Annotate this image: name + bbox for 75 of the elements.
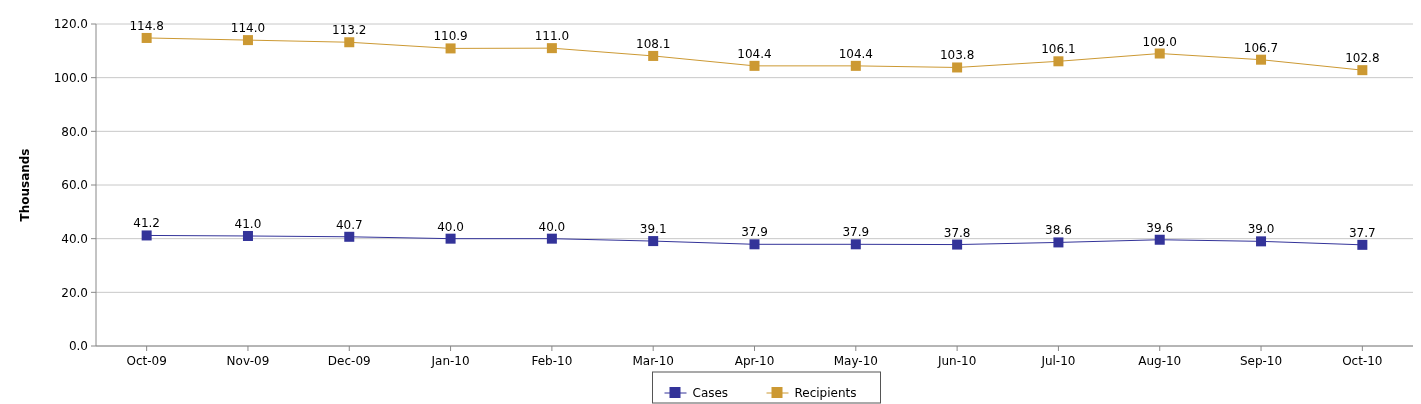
point <box>344 231 355 242</box>
data-label: 41.2 <box>133 216 161 231</box>
x-tick-label: Apr-10 <box>734 354 775 368</box>
y-tick-label: 80.0 <box>61 124 88 139</box>
x-tick-label: Aug-10 <box>1138 354 1182 368</box>
point <box>850 60 861 71</box>
x-tick-label: Dec-09 <box>327 354 371 368</box>
x-tick-label: Mar-10 <box>632 354 674 368</box>
data-label: 104.4 <box>737 46 772 61</box>
point <box>445 43 456 54</box>
point <box>445 233 456 244</box>
data-label: 102.8 <box>1345 51 1380 66</box>
point <box>1357 239 1368 250</box>
y-tick-label: 20.0 <box>61 285 88 300</box>
point <box>344 37 355 48</box>
x-tick-label: May-10 <box>833 354 878 368</box>
point <box>1357 65 1368 76</box>
point <box>546 233 557 244</box>
x-tick-label: Sep-10 <box>1239 354 1283 368</box>
x-tick-label: Oct-10 <box>1342 354 1383 368</box>
data-label: 106.7 <box>1243 40 1279 55</box>
point <box>749 60 760 71</box>
point <box>1256 236 1267 247</box>
x-tick-label: Jun-10 <box>936 354 977 368</box>
data-label: 37.8 <box>943 225 971 240</box>
data-label: 39.1 <box>639 222 667 237</box>
x-tick-label: Feb-10 <box>531 354 573 368</box>
point <box>749 239 760 250</box>
y-tick-label: 0.0 <box>68 339 88 354</box>
data-label: 38.6 <box>1045 223 1072 238</box>
point <box>1154 234 1165 245</box>
data-label: 37.9 <box>842 225 870 240</box>
y-axis-title: Thousands <box>18 148 32 222</box>
point <box>242 35 253 46</box>
data-label: 40.0 <box>437 219 464 234</box>
legend-label: Cases <box>692 386 729 401</box>
data-label: 113.2 <box>332 23 367 38</box>
point <box>952 239 963 250</box>
y-tick-label: 40.0 <box>61 231 88 246</box>
data-label: 104.4 <box>838 46 873 61</box>
point <box>952 62 963 73</box>
data-label: 39.0 <box>1247 222 1275 237</box>
x-tick-label: Nov-09 <box>226 354 270 368</box>
point <box>1053 237 1064 248</box>
point <box>850 239 861 250</box>
y-tick-label: 60.0 <box>61 178 88 193</box>
data-label: 114.0 <box>230 21 266 36</box>
point <box>242 230 253 241</box>
data-label: 37.7 <box>1348 225 1376 240</box>
y-tick-label: 100.0 <box>53 70 88 85</box>
data-label: 40.7 <box>335 217 363 232</box>
point <box>141 230 152 241</box>
point <box>1256 54 1267 65</box>
x-tick-label: Jul-10 <box>1040 354 1076 368</box>
point <box>546 43 557 54</box>
point <box>648 236 659 247</box>
y-tick-label: 120.0 <box>53 17 88 32</box>
data-label: 103.8 <box>939 48 975 63</box>
point <box>1154 48 1165 59</box>
data-label: 109.0 <box>1142 34 1177 49</box>
data-label: 40.0 <box>538 219 566 234</box>
x-tick-label: Oct-09 <box>126 354 167 368</box>
legend-label: Recipients <box>794 386 857 401</box>
data-label: 106.1 <box>1041 42 1076 57</box>
x-tick-label: Jan-10 <box>430 354 470 368</box>
data-label: 110.9 <box>433 29 468 44</box>
data-label: 41.0 <box>234 216 262 231</box>
data-label: 37.9 <box>741 225 768 240</box>
point <box>648 50 659 61</box>
data-label: 108.1 <box>636 36 671 51</box>
data-label: 39.6 <box>1146 220 1174 235</box>
point <box>141 32 152 43</box>
data-label: 114.8 <box>129 18 164 33</box>
point <box>1053 56 1064 67</box>
data-label: 111.0 <box>534 29 570 44</box>
